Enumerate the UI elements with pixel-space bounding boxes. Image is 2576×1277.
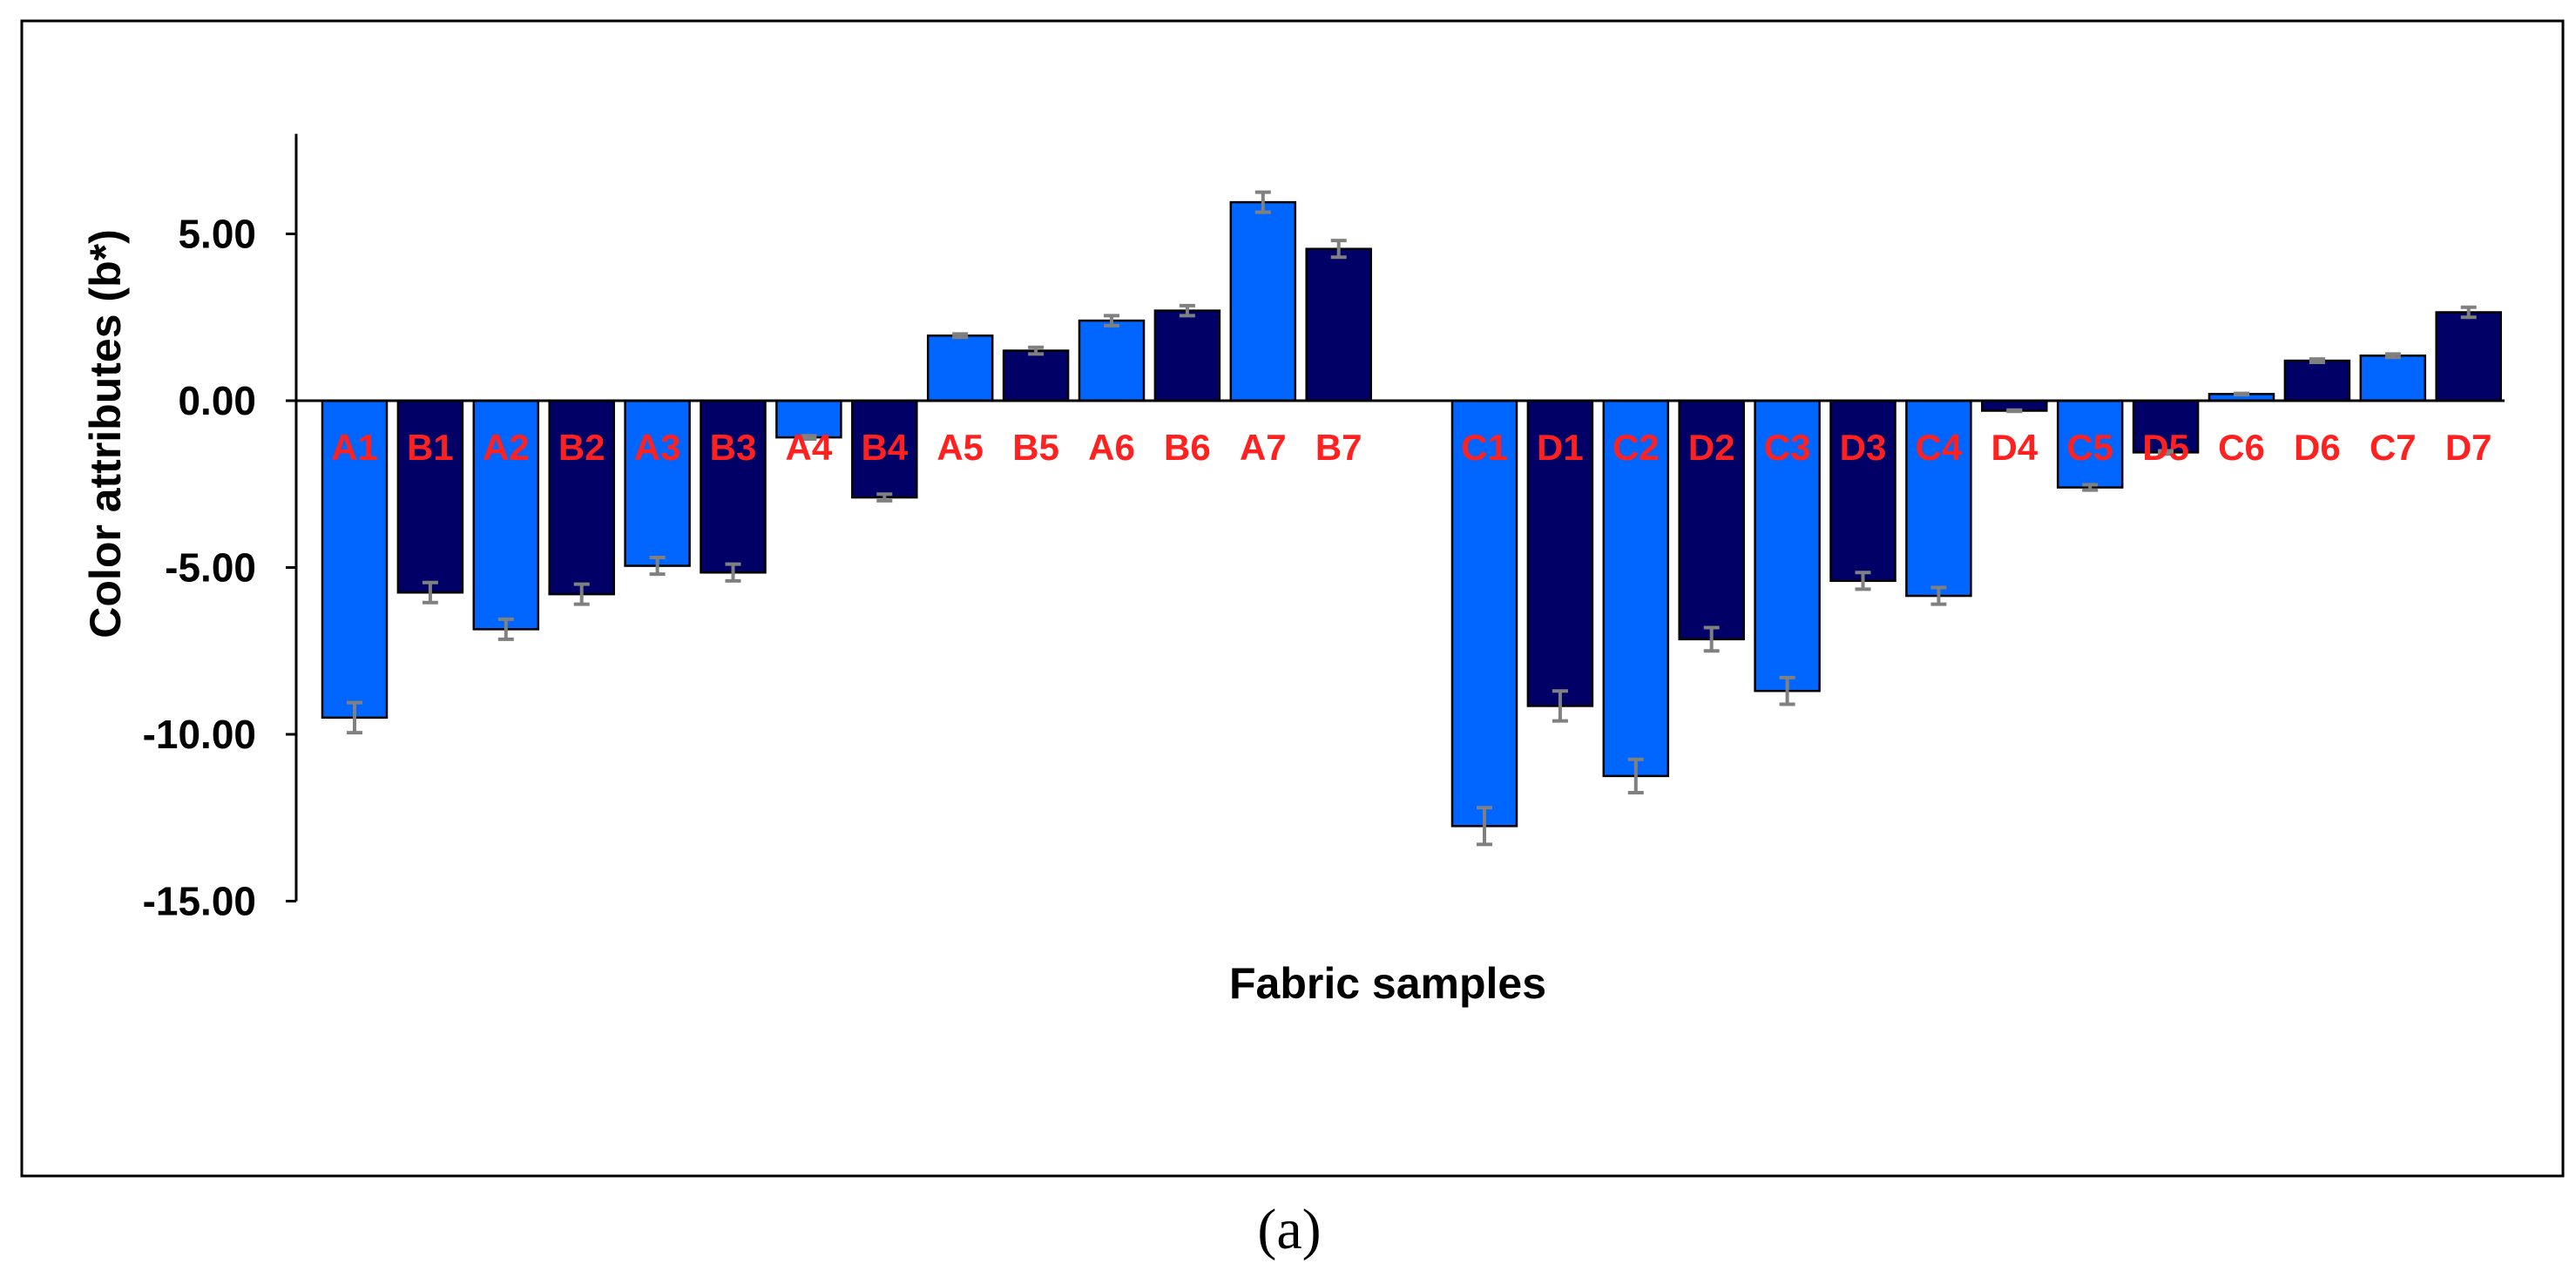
category-label-a1: A1 — [331, 427, 378, 468]
bar-d2 — [1678, 399, 1745, 641]
category-label-b4: B4 — [861, 427, 908, 468]
bar-a3 — [624, 399, 691, 567]
error-bar-c1 — [1477, 806, 1492, 847]
category-label-b6: B6 — [1164, 427, 1211, 468]
error-bar-a3 — [649, 556, 666, 577]
category-labels-layer: A1 B1 A2 B2 A3 B3 A4 B4 A5 B5 A6 B6 A7 B7 C1 D1 C2 D2 C3 D3… — [331, 427, 2491, 468]
category-label-c2: C2 — [1613, 427, 1660, 468]
bar-a4 — [775, 399, 842, 439]
error-bar-c4 — [1930, 585, 1947, 606]
category-label-b7: B7 — [1315, 427, 1362, 468]
error-bar-b5 — [1028, 345, 1045, 356]
category-label-b2: B2 — [558, 427, 605, 468]
bar-c7 — [2359, 355, 2427, 402]
error-bar-a1 — [347, 700, 362, 735]
y-tick-label: 0.00 — [178, 378, 256, 423]
category-label-d6: D6 — [2294, 427, 2341, 468]
axes-layer: 5.00 0.00 -5.00 -10.00 -15.00 — [143, 133, 2505, 924]
category-label-d3: D3 — [1840, 427, 1887, 468]
error-bar-c6 — [2234, 391, 2249, 397]
category-label-a5: A5 — [936, 427, 984, 468]
category-label-d2: D2 — [1688, 427, 1735, 468]
bar-c1 — [1450, 399, 1518, 828]
bar-c3 — [1754, 399, 1821, 693]
category-label-d4: D4 — [1991, 427, 2038, 468]
error-bar-b6 — [1179, 303, 1195, 318]
category-label-c5: C5 — [2066, 427, 2113, 468]
bar-a7 — [1229, 200, 1297, 402]
bars-layer — [321, 200, 2502, 828]
bar-d6 — [2283, 359, 2351, 402]
bar-c5 — [2056, 399, 2124, 489]
error-bars-layer — [347, 190, 2477, 847]
bar-b6 — [1153, 309, 1221, 402]
y-tick-label: -10.00 — [143, 712, 256, 757]
bar-b7 — [1305, 247, 1372, 402]
y-tick-label: 5.00 — [178, 212, 256, 257]
error-bar-d4 — [2006, 408, 2023, 414]
bar-c2 — [1602, 399, 1670, 778]
category-label-c1: C1 — [1461, 427, 1508, 468]
error-bar-b3 — [725, 562, 741, 583]
error-bar-b2 — [573, 582, 590, 606]
bar-b5 — [1002, 349, 1070, 402]
error-bar-b4 — [876, 492, 893, 503]
error-bar-c5 — [2082, 483, 2099, 492]
bar-d5 — [2132, 399, 2200, 454]
bar-d1 — [1526, 399, 1594, 707]
error-bar-d7 — [2460, 305, 2477, 320]
bar-a5 — [926, 334, 994, 402]
error-bar-a7 — [1254, 190, 1271, 214]
bar-a2 — [472, 399, 540, 631]
error-bar-a2 — [497, 617, 514, 641]
category-label-a6: A6 — [1088, 427, 1135, 468]
category-label-a2: A2 — [483, 427, 530, 468]
category-label-b1: B1 — [407, 427, 454, 468]
error-bar-d2 — [1703, 625, 1720, 653]
category-label-c7: C7 — [2370, 427, 2417, 468]
y-tick-label: -15.00 — [143, 879, 256, 924]
figure-caption: (a) — [1257, 1198, 1321, 1261]
error-bar-c7 — [2384, 352, 2401, 360]
category-label-a7: A7 — [1240, 427, 1287, 468]
bar-d7 — [2435, 311, 2502, 402]
error-bar-d6 — [2309, 357, 2325, 364]
category-label-d5: D5 — [2142, 427, 2189, 468]
error-bar-d1 — [1552, 689, 1568, 723]
category-label-d7: D7 — [2445, 427, 2492, 468]
y-axis-title: Color attributes (b*) — [81, 229, 130, 638]
category-label-c4: C4 — [1916, 427, 1963, 468]
error-bar-a6 — [1104, 314, 1119, 328]
category-label-c3: C3 — [1764, 427, 1811, 468]
error-bar-d3 — [1855, 571, 1871, 591]
error-bar-d5 — [2158, 449, 2174, 456]
error-bar-c2 — [1627, 757, 1644, 795]
bar-a6 — [1078, 319, 1146, 402]
y-tick-label: -5.00 — [165, 545, 256, 591]
error-bar-c3 — [1779, 675, 1795, 706]
category-label-d1: D1 — [1537, 427, 1584, 468]
category-label-a4: A4 — [786, 427, 833, 468]
category-label-a3: A3 — [634, 427, 681, 468]
error-bar-a4 — [801, 434, 817, 442]
error-bar-b7 — [1330, 239, 1347, 260]
error-bar-b1 — [422, 580, 438, 605]
category-label-b5: B5 — [1012, 427, 1059, 468]
category-label-b3: B3 — [710, 427, 757, 468]
bar-d3 — [1829, 399, 1897, 583]
category-label-c6: C6 — [2218, 427, 2265, 468]
error-bar-a5 — [952, 332, 969, 340]
x-axis-title: Fabric samples — [1229, 959, 1546, 1008]
bar-a1 — [321, 399, 389, 720]
